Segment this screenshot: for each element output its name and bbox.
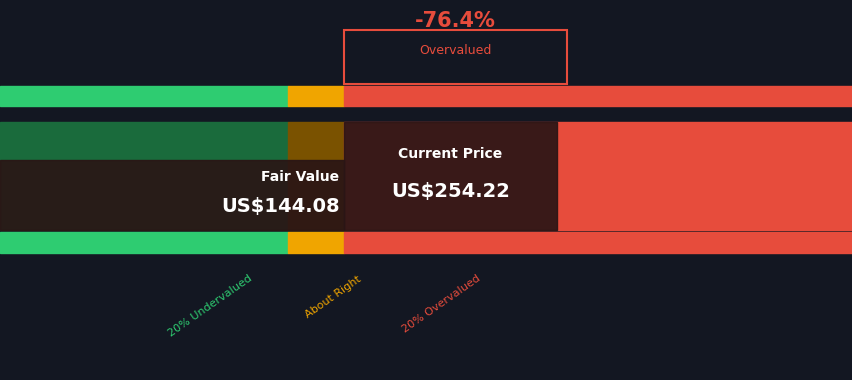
Bar (288, 86, 343, 106)
Text: About Right: About Right (302, 274, 362, 320)
Bar (288, 122, 343, 230)
Text: Overvalued: Overvalued (419, 44, 491, 57)
Bar (343, 86, 852, 106)
Text: US$144.08: US$144.08 (221, 197, 339, 216)
Text: US$254.22: US$254.22 (390, 182, 509, 201)
Bar (0, 86, 288, 106)
Bar (343, 30, 567, 84)
Bar (288, 232, 343, 253)
Text: Fair Value: Fair Value (261, 170, 339, 184)
Bar (343, 122, 852, 230)
Bar (343, 122, 556, 230)
Text: Current Price: Current Price (398, 147, 502, 161)
Bar (0, 122, 288, 230)
Bar (0, 160, 343, 230)
Bar (343, 232, 852, 253)
Bar (0, 232, 288, 253)
Text: 20% Undervalued: 20% Undervalued (166, 274, 254, 339)
Text: -76.4%: -76.4% (415, 11, 495, 32)
Text: 20% Overvalued: 20% Overvalued (400, 274, 482, 335)
